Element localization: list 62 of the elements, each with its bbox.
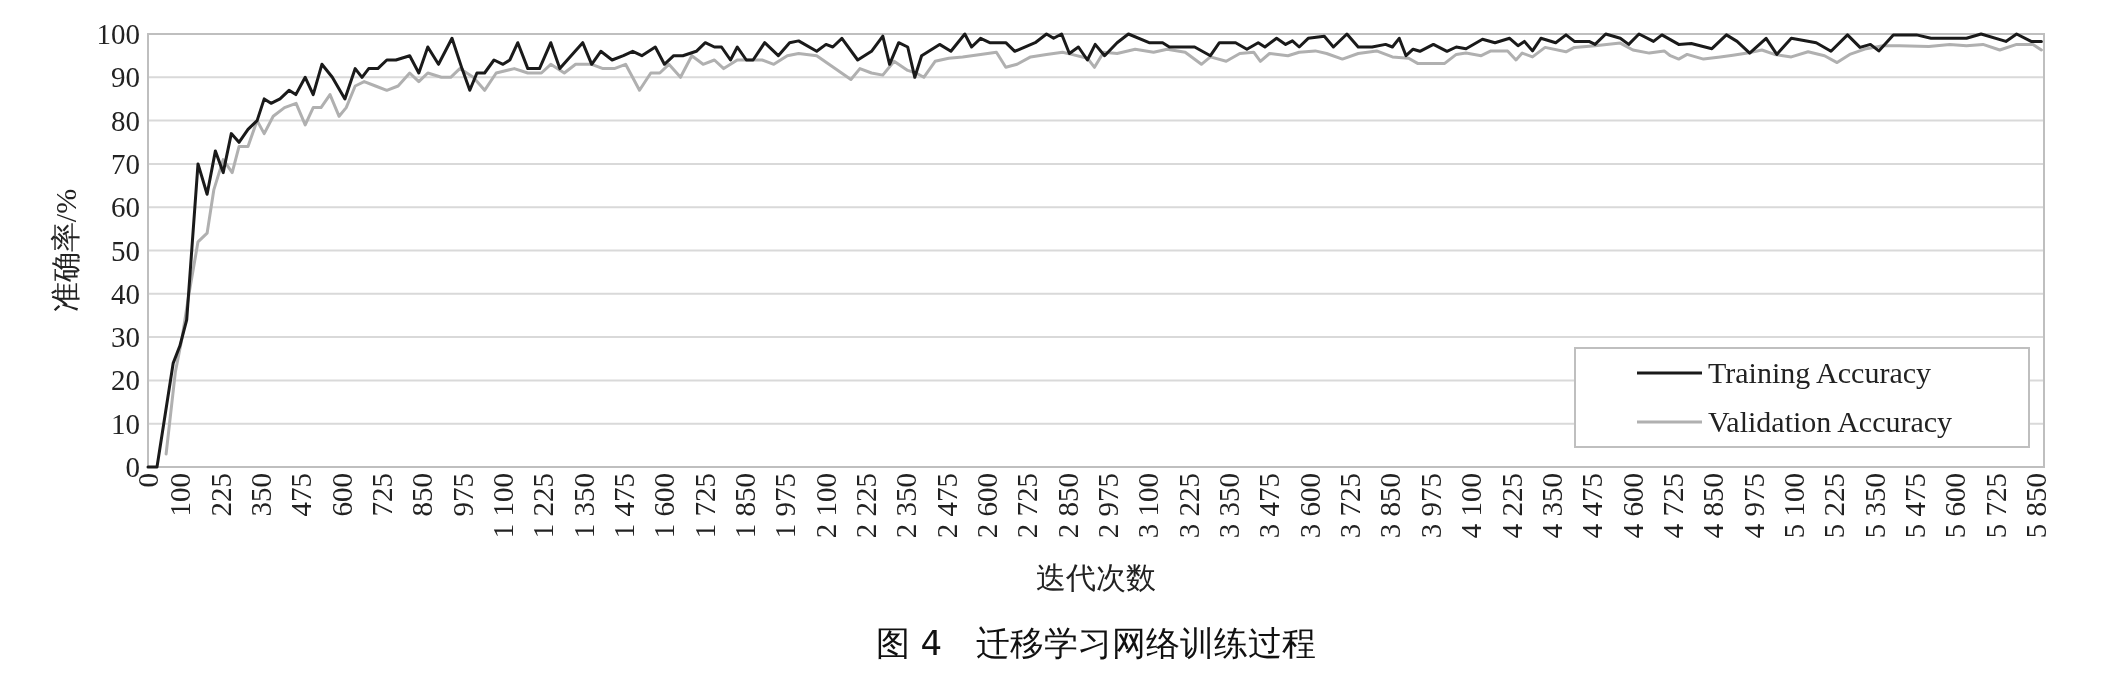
x-tick-label: 1 600 bbox=[648, 473, 681, 539]
y-tick-label: 60 bbox=[111, 191, 140, 224]
x-tick-label: 5 350 bbox=[1858, 473, 1891, 539]
x-tick-label: 3 350 bbox=[1213, 473, 1246, 539]
y-axis-title: 准确率/% bbox=[49, 188, 82, 313]
y-tick-label: 40 bbox=[111, 277, 140, 310]
x-tick-label: 225 bbox=[204, 473, 237, 517]
x-axis-title: 迭代次数 bbox=[1036, 561, 1156, 594]
x-tick-label: 5 600 bbox=[1939, 473, 1972, 539]
x-tick-label: 4 225 bbox=[1495, 473, 1528, 539]
y-tick-label: 20 bbox=[111, 364, 140, 397]
x-tick-label: 475 bbox=[285, 473, 318, 517]
x-tick-label: 4 725 bbox=[1656, 473, 1689, 539]
x-tick-label: 5 725 bbox=[1979, 473, 2012, 539]
x-tick-label: 2 225 bbox=[850, 473, 883, 539]
x-tick-label: 2 350 bbox=[890, 473, 923, 539]
x-tick-label: 3 725 bbox=[1334, 473, 1367, 539]
x-tick-label: 4 100 bbox=[1455, 473, 1488, 539]
x-tick-label: 5 225 bbox=[1818, 473, 1851, 539]
x-tick-label: 850 bbox=[406, 473, 439, 517]
x-tick-label: 4 475 bbox=[1576, 473, 1609, 539]
y-tick-label: 30 bbox=[111, 321, 140, 354]
x-tick-label: 4 350 bbox=[1535, 473, 1568, 539]
x-tick-label: 100 bbox=[164, 473, 197, 517]
x-tick-label: 3 850 bbox=[1374, 473, 1407, 539]
x-tick-label: 1 850 bbox=[729, 473, 762, 539]
x-tick-label: 1 475 bbox=[608, 473, 641, 539]
y-tick-label: 90 bbox=[111, 61, 140, 94]
x-tick-label: 350 bbox=[244, 473, 277, 517]
y-tick-label: 10 bbox=[111, 407, 140, 440]
x-tick-label: 2 725 bbox=[1011, 473, 1044, 539]
x-tick-label: 2 975 bbox=[1092, 473, 1125, 539]
x-tick-label: 1 100 bbox=[487, 473, 519, 539]
x-tick-label: 725 bbox=[365, 473, 398, 517]
x-tick-label: 1 725 bbox=[688, 473, 721, 539]
x-tick-label: 1 225 bbox=[527, 473, 560, 539]
x-tick-label: 3 975 bbox=[1414, 473, 1447, 539]
x-tick-label: 4 850 bbox=[1697, 473, 1730, 539]
x-tick-label: 3 225 bbox=[1172, 473, 1205, 539]
x-tick-label: 5 850 bbox=[2019, 473, 2052, 539]
legend-label: Training Accuracy bbox=[1708, 356, 1932, 389]
x-tick-label: 3 600 bbox=[1293, 473, 1326, 539]
x-tick-label: 5 475 bbox=[1898, 473, 1931, 539]
x-tick-label: 3 475 bbox=[1253, 473, 1286, 539]
y-tick-label: 80 bbox=[111, 104, 140, 137]
y-tick-label: 50 bbox=[111, 234, 140, 267]
x-tick-label: 2 475 bbox=[930, 473, 963, 539]
x-tick-label: 600 bbox=[325, 473, 358, 517]
x-tick-label: 2 600 bbox=[971, 473, 1004, 539]
y-tick-label: 70 bbox=[111, 147, 140, 180]
x-tick-label: 2 850 bbox=[1051, 473, 1084, 539]
x-tick-label: 5 100 bbox=[1777, 473, 1810, 539]
x-tick-label: 4 975 bbox=[1737, 473, 1770, 539]
x-tick-label: 1 975 bbox=[769, 473, 802, 539]
text: 图 4 迁移学习网络训练过程 bbox=[875, 623, 1317, 663]
x-tick-label: 2 100 bbox=[809, 473, 842, 539]
x-tick-label: 975 bbox=[446, 473, 479, 517]
x-tick-label: 4 600 bbox=[1616, 473, 1649, 539]
y-tick-label: 100 bbox=[96, 18, 140, 50]
legend-label: Validation Accuracy bbox=[1708, 405, 1953, 438]
x-tick-label: 3 100 bbox=[1132, 473, 1165, 539]
x-tick-label: 1 350 bbox=[567, 473, 600, 539]
